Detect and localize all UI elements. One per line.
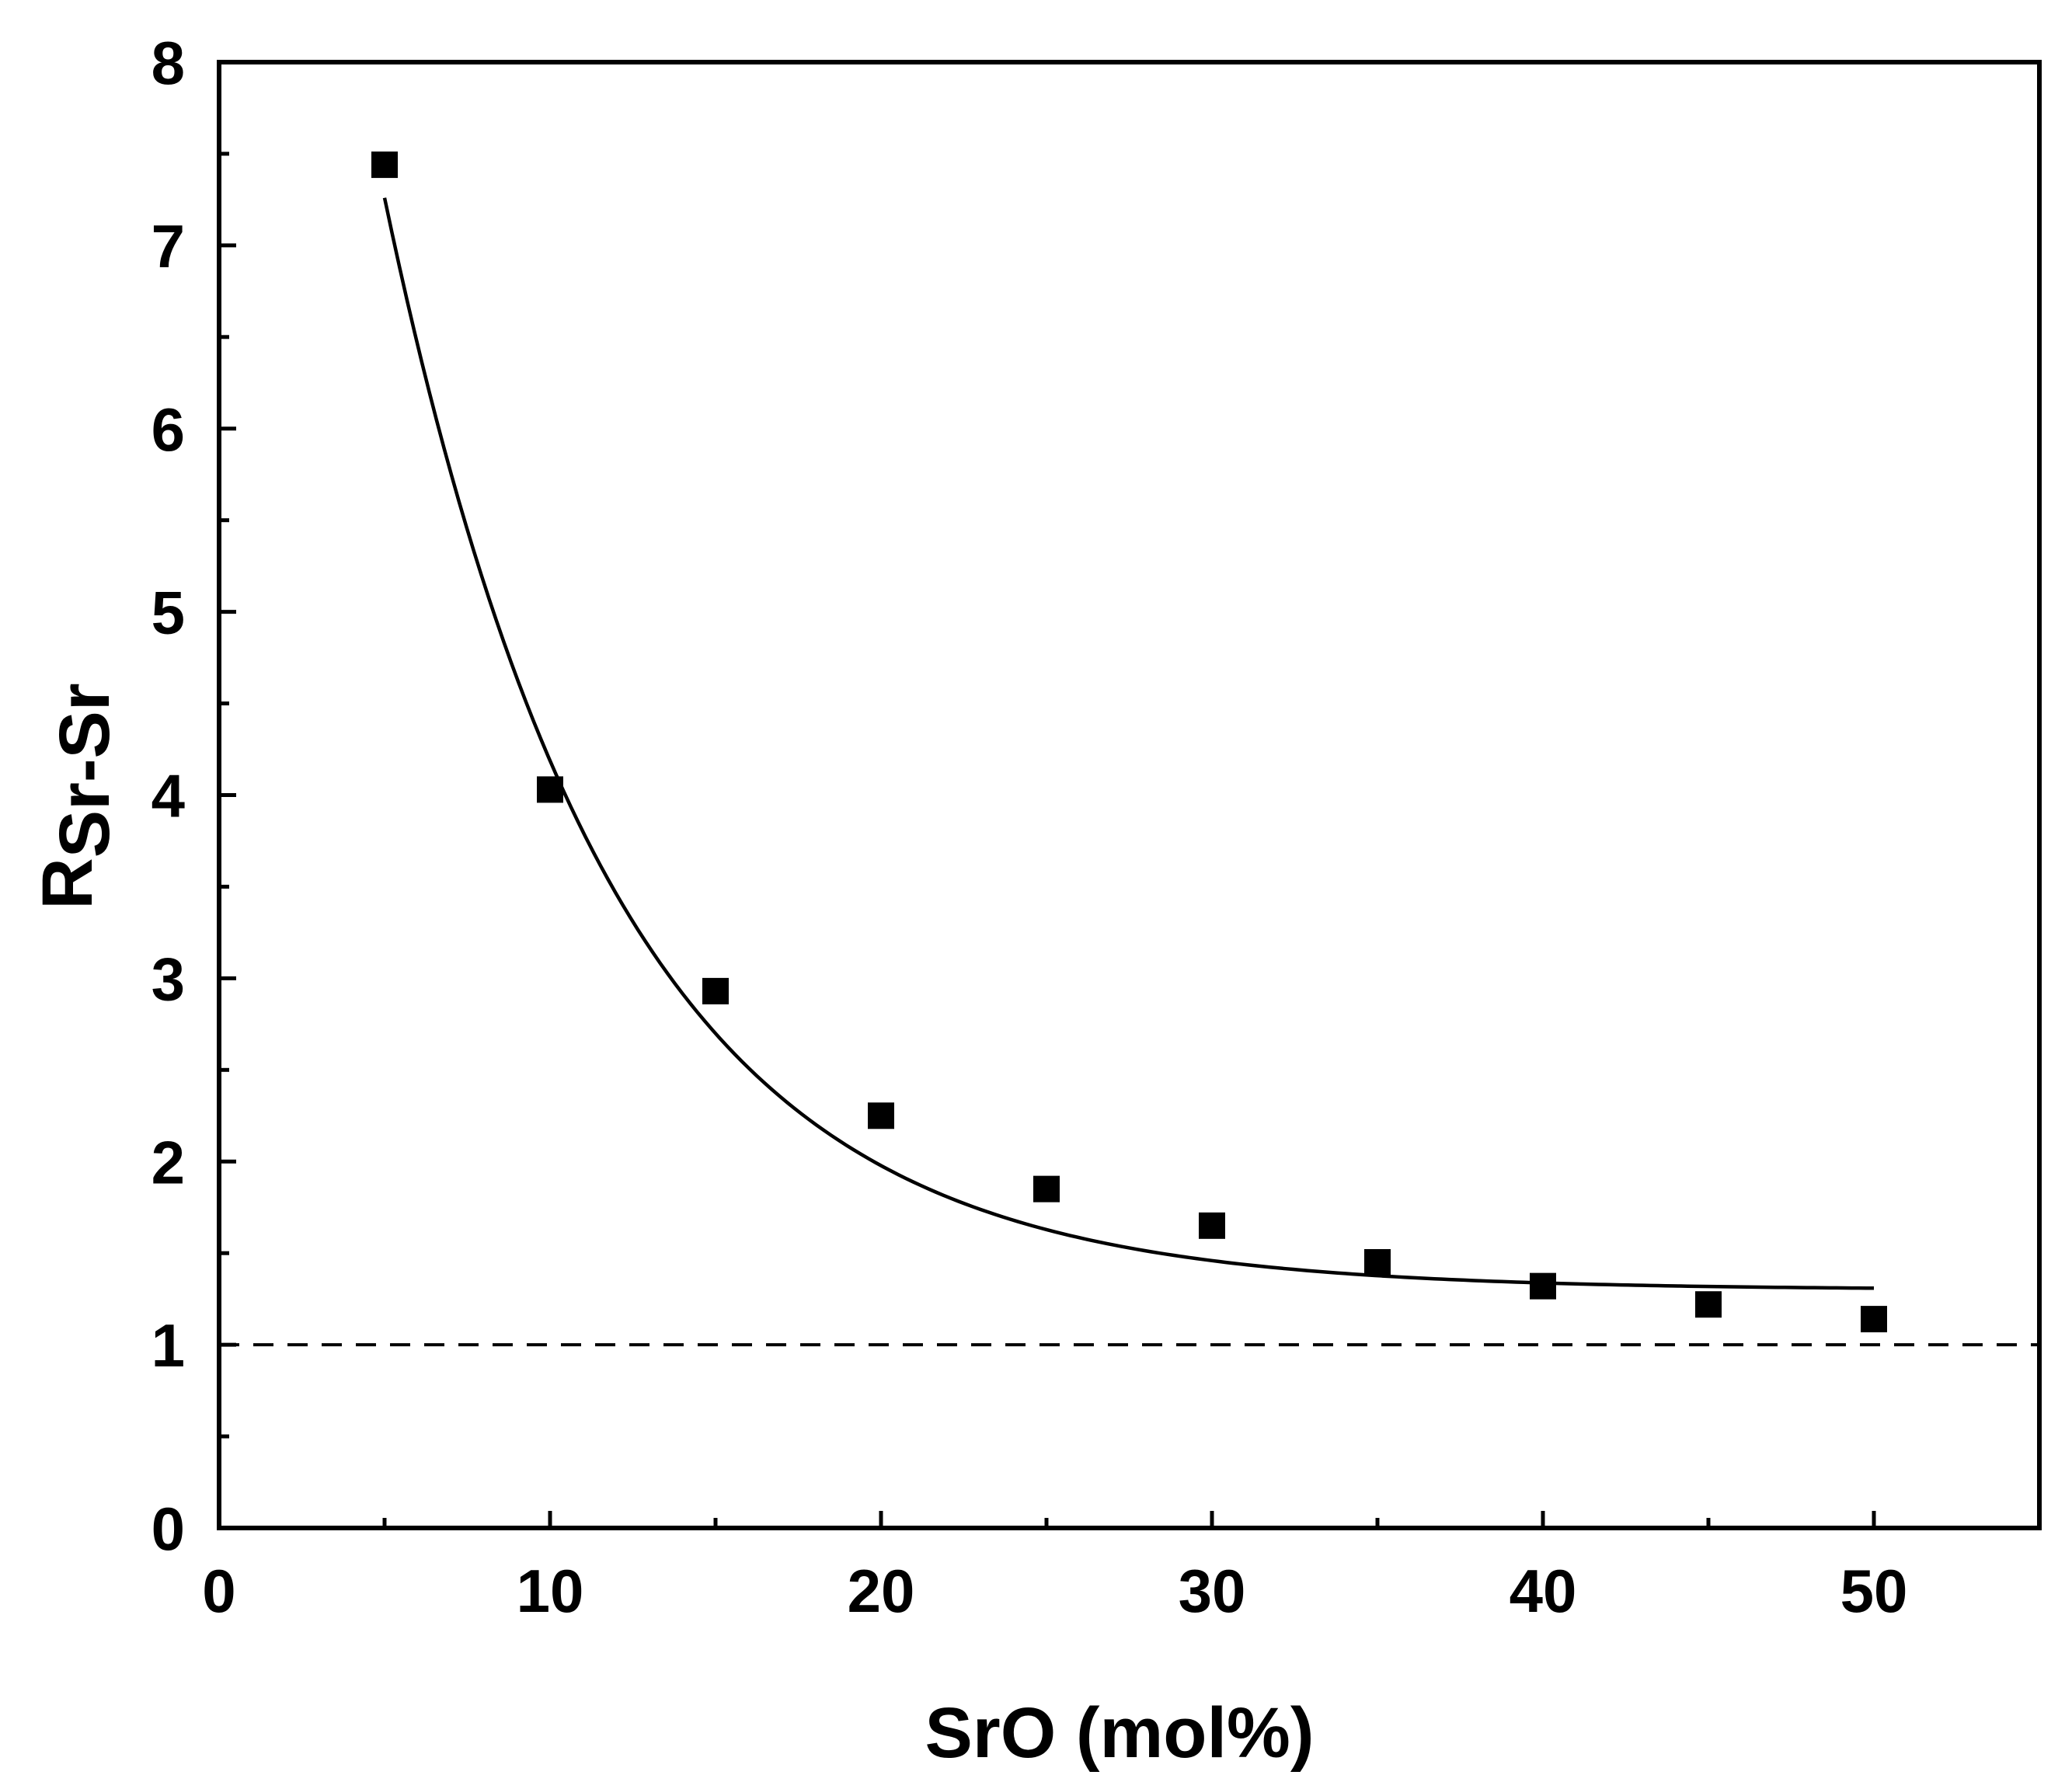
x-tick-label: 10: [517, 1557, 584, 1625]
x-tick-label: 30: [1179, 1557, 1246, 1625]
data-point: [1695, 1291, 1722, 1318]
data-point: [371, 151, 398, 179]
y-axis-ticks: [219, 60, 236, 1530]
y-tick-label: 6: [151, 395, 185, 464]
data-point: [702, 977, 729, 1004]
x-axis-title: SrO (mol%): [925, 1693, 1315, 1773]
svg-text:RSr-Sr: RSr-Sr: [28, 683, 124, 909]
y-tick-label: 4: [151, 762, 185, 830]
data-point: [1199, 1212, 1225, 1239]
y-tick-label: 5: [151, 579, 185, 647]
fit-curve-line: [382, 197, 1875, 1290]
data-point: [1530, 1272, 1556, 1300]
fit-curve-group: [382, 197, 1875, 1290]
data-point: [1364, 1248, 1391, 1276]
y-tick-label: 7: [151, 212, 185, 280]
plot-frame: [217, 60, 2042, 1530]
y-tick-label: 2: [151, 1128, 185, 1196]
y-tick-label: 8: [151, 29, 185, 97]
y-axis-title-subscript: Sr-Sr: [45, 683, 124, 858]
x-axis-ticks: [217, 1511, 2042, 1528]
y-axis-tick-labels: 0 1 2 3 4 5 6 7 8: [151, 29, 185, 1563]
x-tick-label: 50: [1840, 1557, 1908, 1625]
data-point: [1861, 1306, 1887, 1333]
y-axis-title-main: R: [28, 858, 107, 909]
y-tick-label: 1: [151, 1311, 185, 1380]
x-axis-tick-labels: 0 10 20 30 40 50: [202, 1557, 1907, 1625]
x-tick-label: 40: [1510, 1557, 1577, 1625]
x-tick-label: 20: [848, 1557, 915, 1625]
y-axis-title: RSr-Sr: [28, 683, 124, 909]
x-tick-label: 0: [202, 1557, 235, 1625]
data-point: [537, 776, 563, 803]
y-tick-label: 0: [151, 1495, 185, 1563]
data-points-group: [371, 151, 1887, 1333]
data-point: [1033, 1175, 1060, 1203]
data-point: [868, 1102, 894, 1129]
y-tick-label: 3: [151, 945, 185, 1013]
